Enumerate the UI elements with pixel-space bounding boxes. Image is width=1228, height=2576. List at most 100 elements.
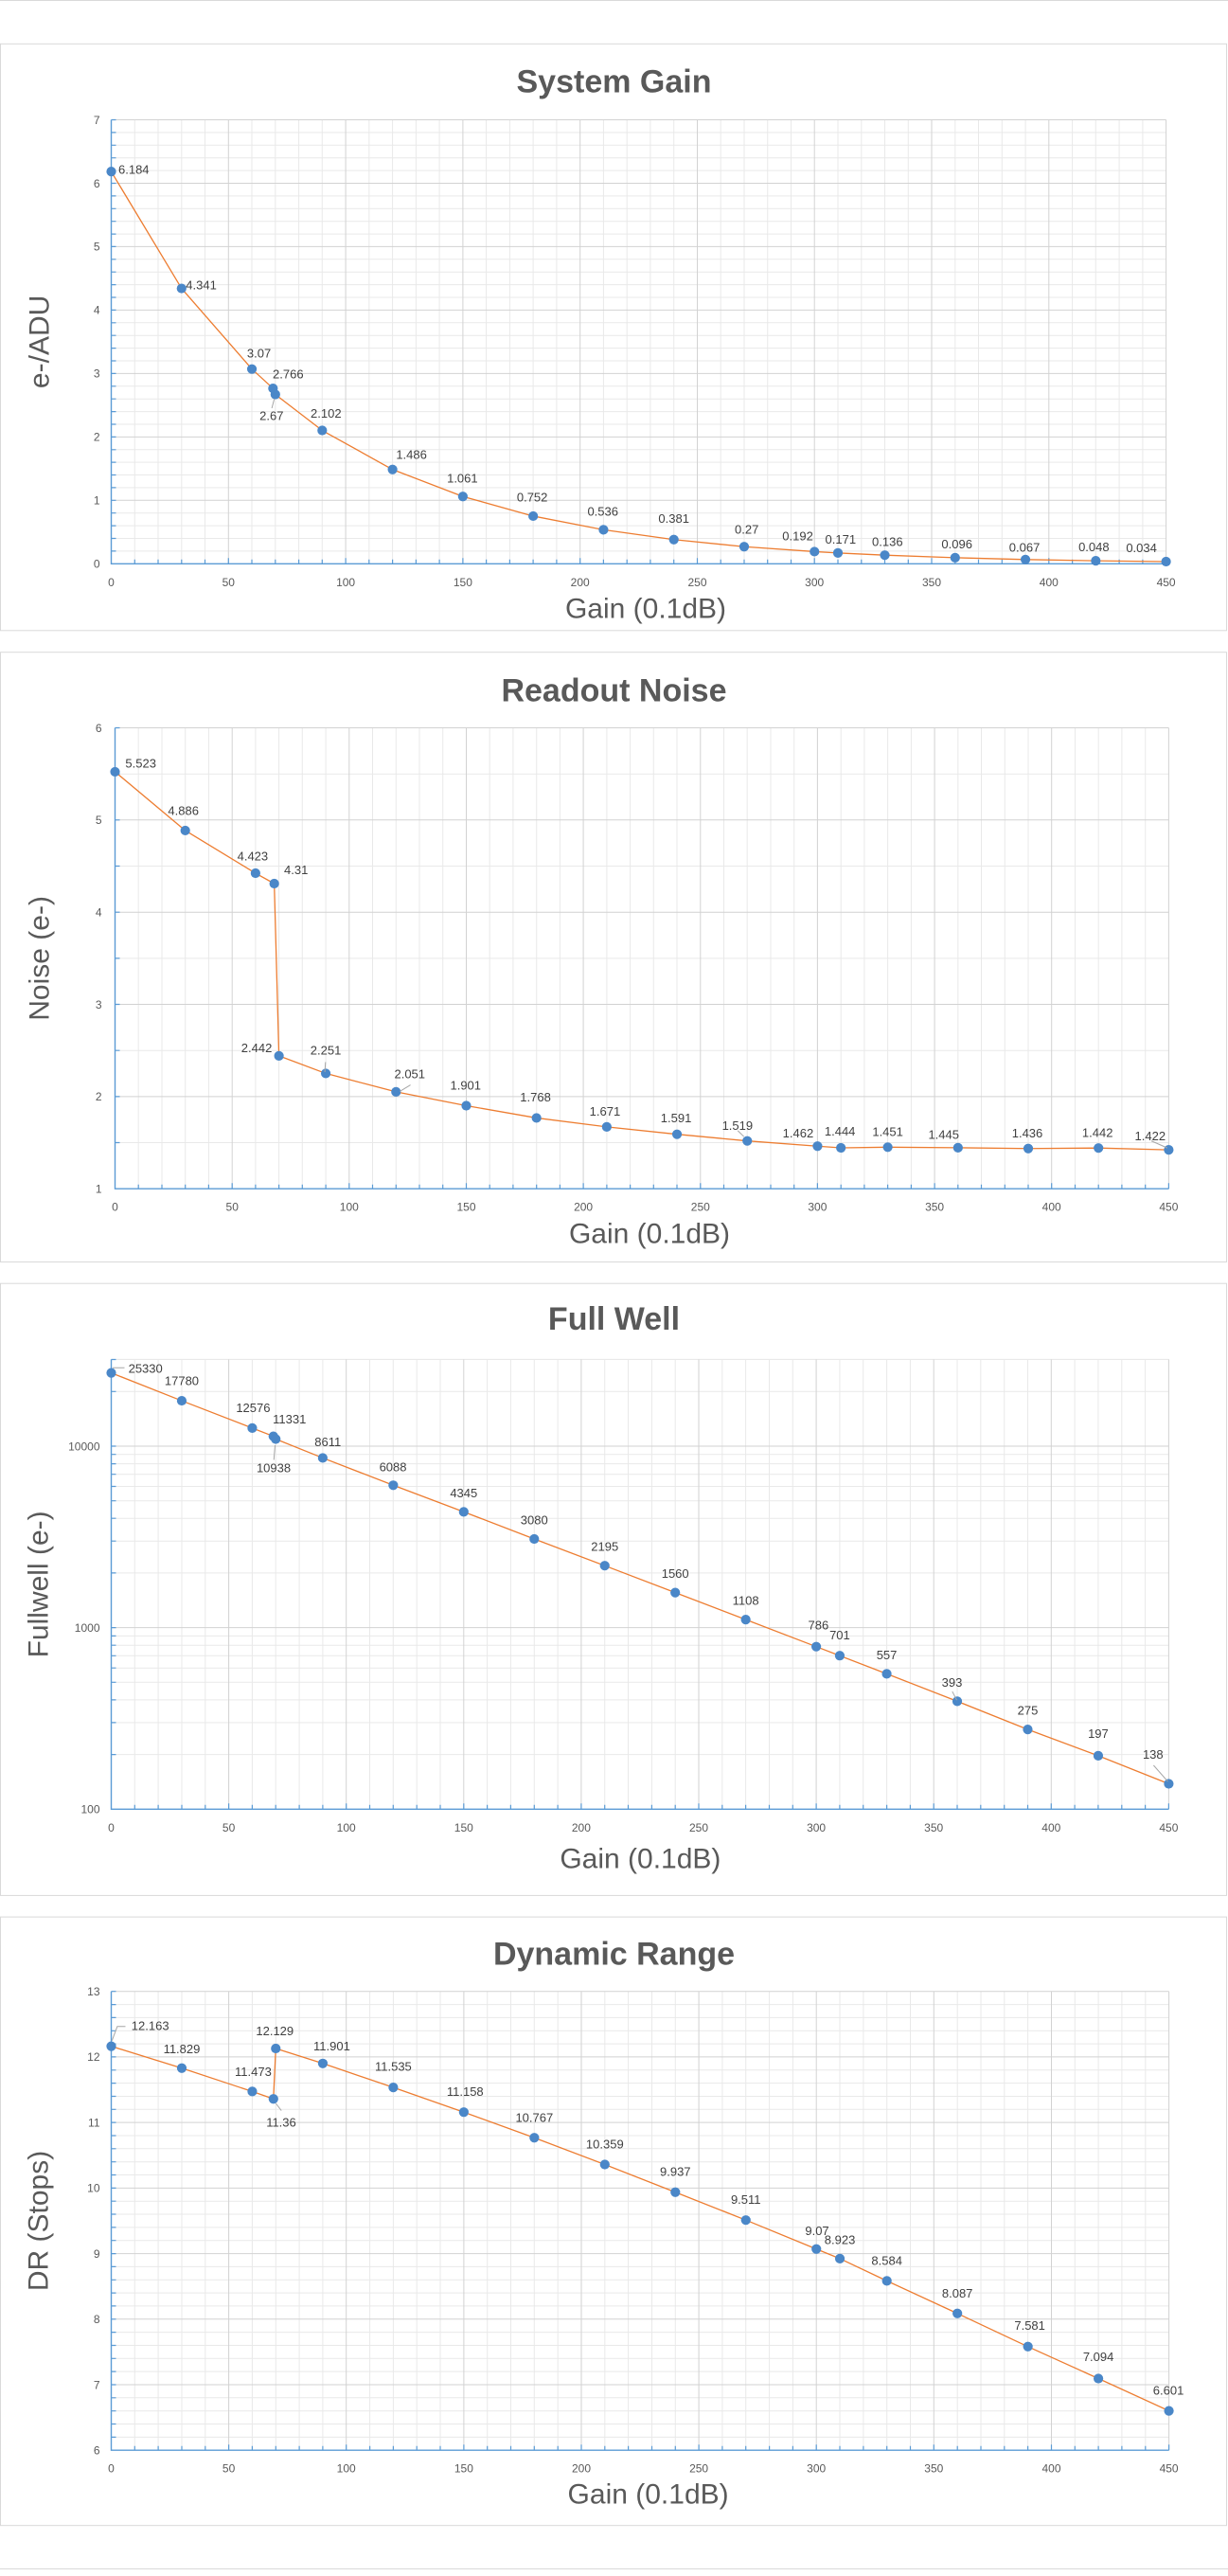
- svg-text:10000: 10000: [68, 1440, 100, 1453]
- svg-text:10: 10: [87, 2182, 100, 2195]
- svg-text:0.27: 0.27: [735, 523, 758, 537]
- svg-text:450: 450: [1159, 1821, 1178, 1834]
- svg-text:6: 6: [94, 177, 100, 190]
- svg-text:11.535: 11.535: [375, 2060, 412, 2074]
- svg-text:7: 7: [94, 114, 100, 127]
- svg-text:1.486: 1.486: [396, 447, 427, 461]
- svg-text:1108: 1108: [733, 1594, 759, 1608]
- svg-text:12.129: 12.129: [256, 2024, 294, 2038]
- svg-text:100: 100: [80, 1803, 99, 1816]
- svg-text:300: 300: [808, 1201, 827, 1214]
- svg-text:2.67: 2.67: [259, 408, 283, 422]
- svg-text:138: 138: [1143, 1747, 1164, 1762]
- svg-text:1.768: 1.768: [520, 1090, 551, 1104]
- svg-text:0.752: 0.752: [517, 491, 548, 505]
- svg-text:7.581: 7.581: [1014, 2318, 1045, 2333]
- svg-text:11.901: 11.901: [313, 2039, 350, 2053]
- svg-text:10938: 10938: [257, 1461, 291, 1476]
- svg-text:100: 100: [337, 1821, 356, 1834]
- svg-text:Full Well: Full Well: [548, 1301, 680, 1337]
- svg-text:17780: 17780: [165, 1374, 199, 1388]
- svg-text:12576: 12576: [236, 1401, 270, 1415]
- svg-text:250: 250: [689, 2462, 708, 2476]
- svg-text:9.511: 9.511: [731, 2192, 761, 2207]
- svg-text:12: 12: [87, 2050, 100, 2064]
- svg-text:1.591: 1.591: [661, 1111, 692, 1125]
- svg-text:400: 400: [1040, 576, 1059, 589]
- svg-text:400: 400: [1041, 2462, 1060, 2476]
- svg-text:4: 4: [96, 906, 102, 920]
- svg-text:Dynamic Range: Dynamic Range: [493, 1936, 735, 1972]
- svg-text:701: 701: [829, 1628, 850, 1642]
- svg-text:0.381: 0.381: [658, 511, 689, 526]
- svg-text:25330: 25330: [129, 1361, 163, 1375]
- svg-text:197: 197: [1088, 1726, 1109, 1741]
- svg-text:3: 3: [94, 367, 100, 381]
- svg-text:4345: 4345: [450, 1486, 477, 1500]
- svg-text:200: 200: [571, 576, 590, 589]
- svg-text:2195: 2195: [591, 1540, 618, 1554]
- svg-text:11.473: 11.473: [235, 2065, 272, 2079]
- svg-text:250: 250: [689, 1821, 708, 1834]
- svg-text:200: 200: [572, 1821, 591, 1834]
- svg-text:1.436: 1.436: [1012, 1126, 1043, 1140]
- svg-text:2.442: 2.442: [241, 1041, 273, 1055]
- svg-text:1.671: 1.671: [590, 1104, 621, 1118]
- svg-text:1.519: 1.519: [722, 1118, 754, 1133]
- svg-text:50: 50: [222, 1821, 236, 1834]
- svg-text:10.359: 10.359: [586, 2138, 624, 2152]
- svg-text:1: 1: [96, 1183, 102, 1196]
- svg-text:400: 400: [1041, 1821, 1060, 1834]
- svg-text:Gain (0.1dB): Gain (0.1dB): [565, 594, 726, 625]
- svg-text:12.163: 12.163: [132, 2018, 169, 2032]
- svg-text:0.171: 0.171: [826, 532, 857, 546]
- svg-text:350: 350: [924, 1821, 943, 1834]
- svg-text:393: 393: [942, 1675, 963, 1690]
- svg-text:10.767: 10.767: [515, 2110, 553, 2124]
- svg-text:DR (Stops): DR (Stops): [24, 2151, 55, 2291]
- svg-text:0.536: 0.536: [587, 505, 618, 519]
- svg-text:2.251: 2.251: [311, 1044, 342, 1058]
- svg-text:0: 0: [108, 1821, 115, 1834]
- svg-text:4: 4: [94, 304, 100, 317]
- svg-text:6088: 6088: [380, 1459, 407, 1474]
- svg-text:2.766: 2.766: [273, 367, 304, 382]
- svg-text:50: 50: [222, 2462, 236, 2476]
- svg-text:4.341: 4.341: [186, 278, 217, 293]
- svg-text:7.094: 7.094: [1083, 2350, 1114, 2364]
- svg-text:4.886: 4.886: [168, 803, 199, 817]
- svg-text:275: 275: [1018, 1704, 1039, 1718]
- svg-text:6.601: 6.601: [1153, 2383, 1184, 2397]
- svg-text:1.901: 1.901: [450, 1079, 481, 1093]
- svg-text:11.158: 11.158: [447, 2084, 484, 2099]
- svg-text:11.36: 11.36: [266, 2116, 296, 2130]
- svg-text:450: 450: [1160, 2462, 1179, 2476]
- svg-text:1560: 1560: [662, 1566, 689, 1581]
- svg-text:e-/ADU: e-/ADU: [25, 295, 56, 388]
- svg-text:1.462: 1.462: [783, 1126, 814, 1140]
- svg-text:0.136: 0.136: [872, 534, 903, 548]
- svg-text:200: 200: [572, 2462, 591, 2476]
- svg-text:0: 0: [108, 2462, 115, 2476]
- svg-text:4.31: 4.31: [284, 863, 308, 877]
- svg-text:5: 5: [96, 814, 102, 827]
- svg-text:8.923: 8.923: [825, 2232, 856, 2246]
- svg-text:0.048: 0.048: [1078, 540, 1110, 554]
- svg-text:6: 6: [94, 2444, 100, 2458]
- svg-text:150: 150: [454, 1821, 473, 1834]
- svg-text:Gain (0.1dB): Gain (0.1dB): [568, 2478, 729, 2510]
- svg-text:11: 11: [88, 2116, 100, 2129]
- svg-text:150: 150: [454, 576, 472, 589]
- svg-text:1.444: 1.444: [825, 1124, 856, 1138]
- svg-text:1.422: 1.422: [1135, 1129, 1166, 1143]
- svg-text:8.087: 8.087: [942, 2286, 973, 2300]
- svg-text:300: 300: [807, 2462, 826, 2476]
- svg-text:0.192: 0.192: [782, 529, 813, 544]
- svg-text:Gain (0.1dB): Gain (0.1dB): [569, 1219, 730, 1250]
- svg-text:250: 250: [691, 1201, 710, 1214]
- svg-text:6: 6: [96, 722, 102, 735]
- svg-text:300: 300: [805, 576, 824, 589]
- svg-text:350: 350: [924, 2462, 943, 2476]
- svg-text:9.937: 9.937: [660, 2165, 691, 2179]
- svg-text:8611: 8611: [314, 1435, 341, 1449]
